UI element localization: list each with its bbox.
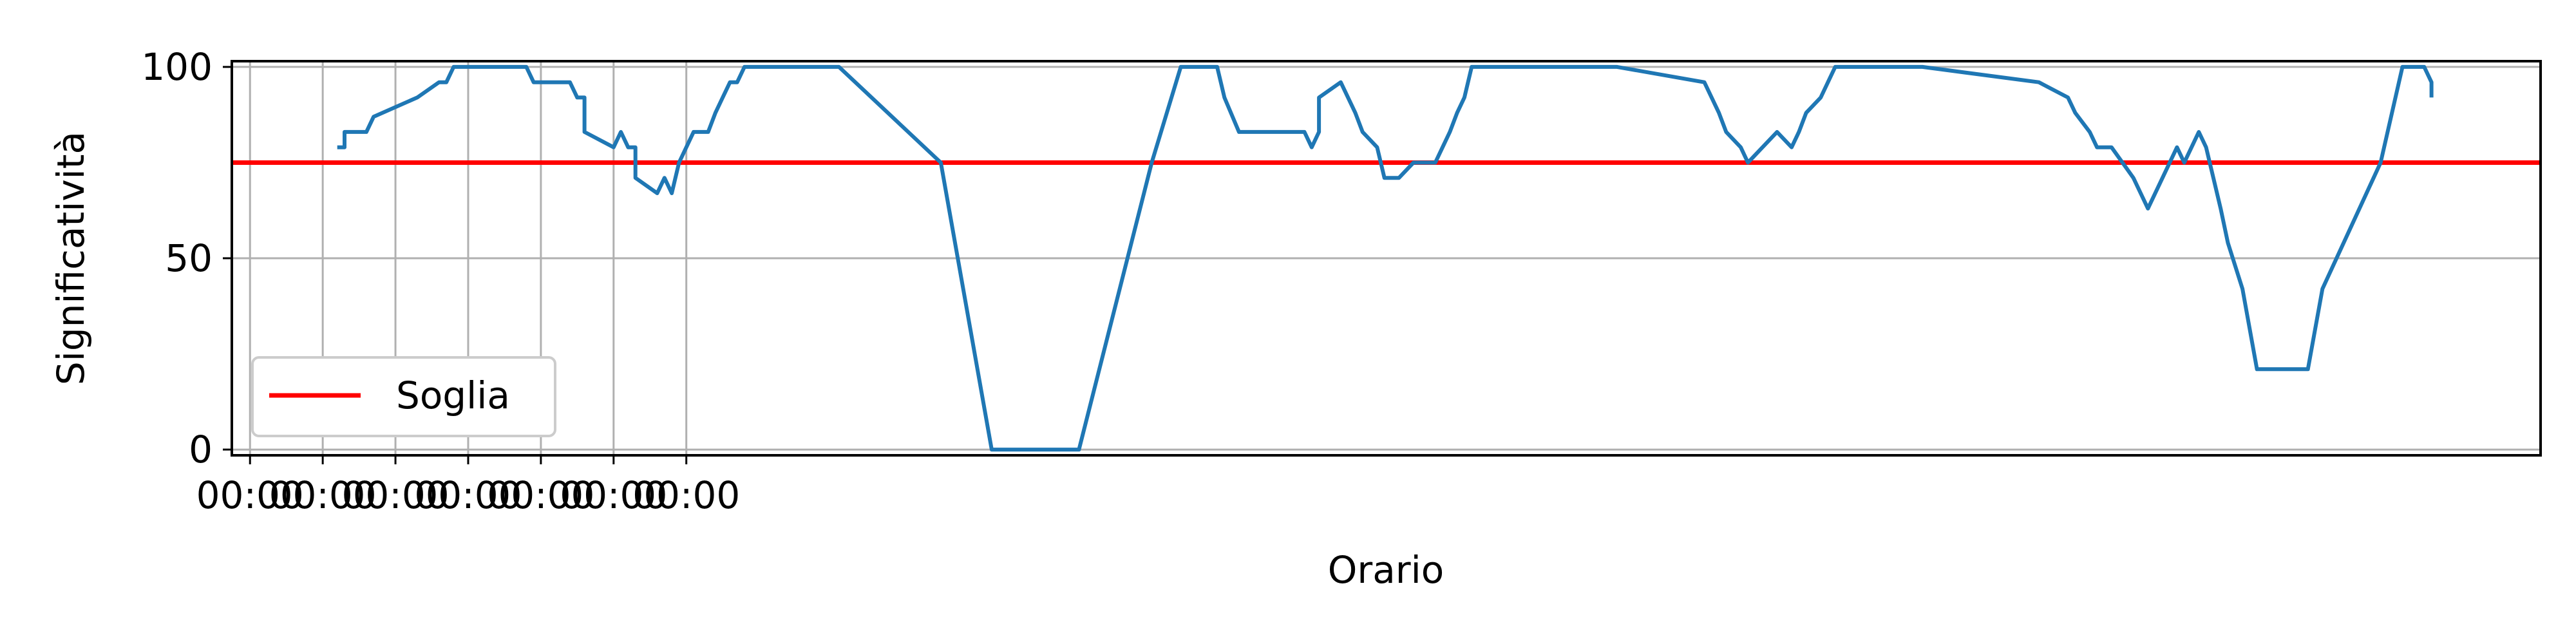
legend-box bbox=[251, 356, 556, 437]
legend: Soglia bbox=[251, 356, 556, 437]
x-tick-label: 00:00 bbox=[269, 473, 377, 517]
legend-threshold-label: Soglia bbox=[396, 374, 510, 417]
x-tick-label: 00:00 bbox=[414, 473, 522, 517]
x-tick-label: 00:00 bbox=[632, 473, 740, 517]
series-group bbox=[337, 64, 2434, 452]
y-tick-label: 100 bbox=[141, 45, 213, 89]
x-axis-label: Orario bbox=[1328, 548, 1444, 592]
y-axis-label: Significatività bbox=[49, 131, 93, 385]
y-ticks: 0 50 100 bbox=[141, 45, 232, 471]
series-line-0 bbox=[337, 64, 2434, 452]
x-tick-label: 00:00 bbox=[560, 473, 667, 517]
x-tick-label: 00:00 bbox=[487, 473, 594, 517]
y-tick-label: 0 bbox=[189, 428, 213, 471]
grid bbox=[232, 61, 2541, 455]
x-tick-label: 00:00 bbox=[196, 473, 304, 517]
x-tick-label: 00:00 bbox=[341, 473, 449, 517]
y-tick-label: 50 bbox=[165, 236, 213, 280]
